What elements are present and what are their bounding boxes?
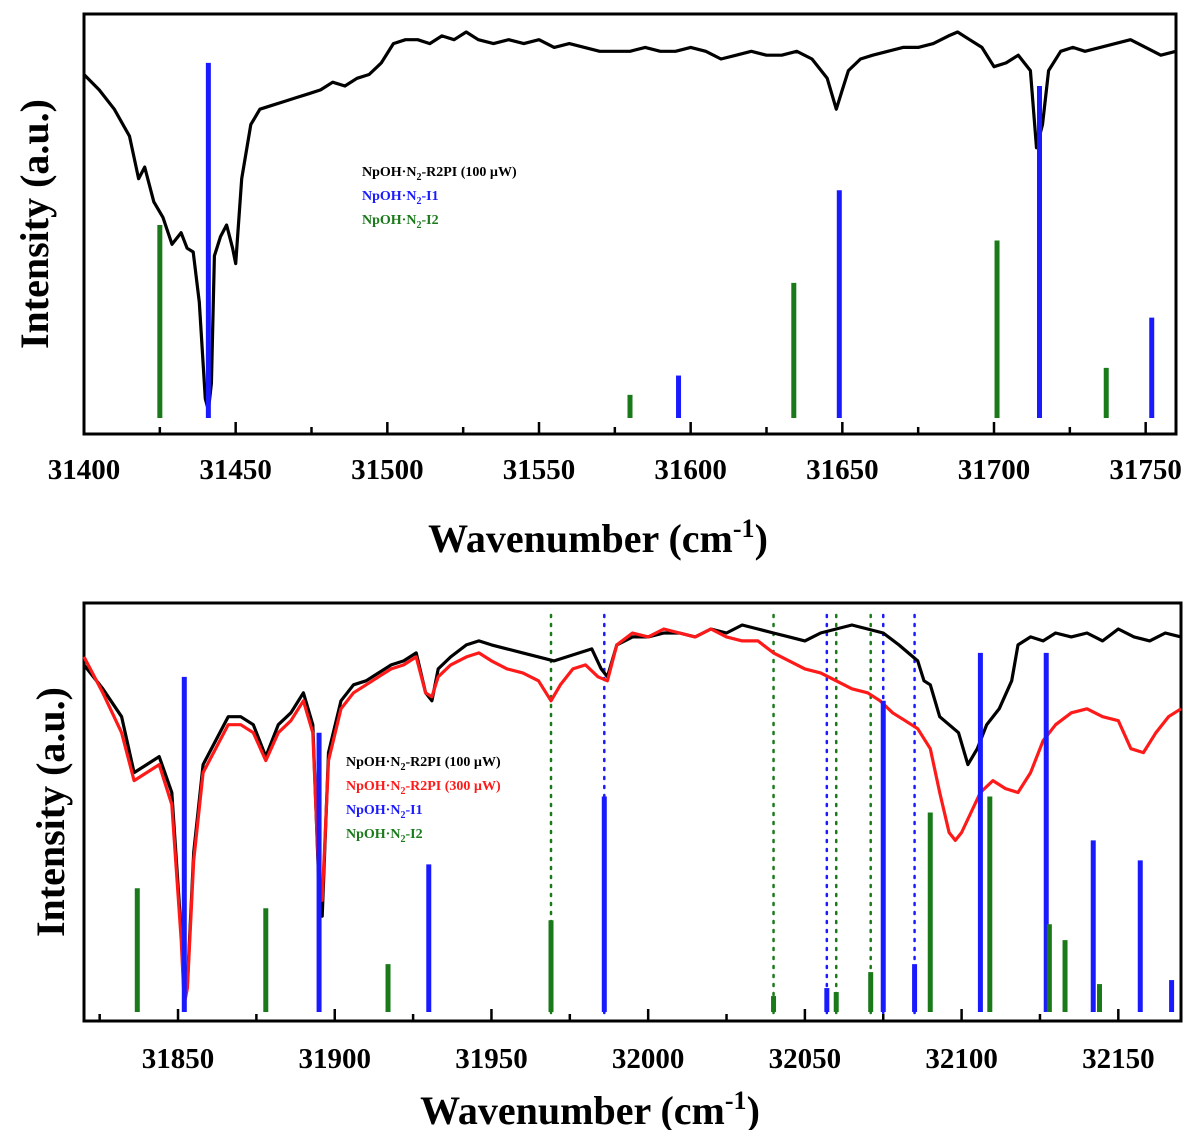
x-tick-label: 32150 [1082, 1043, 1155, 1075]
x-tick-label: 31400 [48, 454, 121, 486]
x-tick-label: 31650 [806, 454, 879, 486]
x-tick-label: 31450 [199, 454, 272, 486]
legend-entry-3: NpOH·N2-I2 [346, 827, 423, 845]
plot-frame [82, 601, 1183, 1023]
series-group [82, 30, 1177, 418]
legend-entry-2: NpOH·N2-I1 [346, 803, 423, 821]
x-tick-label: 31550 [503, 454, 576, 486]
top-spectrum-panel: 31400 31450 31500 31550 31600 31650 31700 31750… [12, 12, 1182, 561]
x-tick-label: 31950 [455, 1043, 528, 1075]
x-tick-label: 31500 [351, 454, 424, 486]
plot-frame [82, 12, 1178, 436]
spectrum-line-0 [82, 623, 1182, 1002]
x-ticks [98, 1009, 1120, 1021]
x-tick-label: 32000 [612, 1043, 685, 1075]
legend-entry-0: NpOH·N2-R2PI (100 µW) [362, 165, 517, 183]
legend-entry-1: NpOH·N2-I1 [362, 189, 439, 207]
series-group [82, 623, 1182, 1012]
legend-entry-0: NpOH·N2-R2PI (100 µW) [346, 755, 501, 773]
x-tick-labels: 31850 31900 31950 32000 32050 32100 32150 [142, 1043, 1155, 1075]
x-tick-label: 32100 [925, 1043, 998, 1075]
y-axis-title: Intensity (a.u.) [28, 687, 73, 937]
x-tick-label: 32050 [769, 1043, 842, 1075]
spectrum-line-1 [82, 627, 1182, 1006]
x-tick-label: 31600 [654, 454, 727, 486]
legend-entry-1: NpOH·N2-R2PI (300 µW) [346, 779, 501, 797]
spectrum-line-0 [82, 30, 1177, 412]
legend-entry-2: NpOH·N2-I2 [362, 213, 439, 231]
x-tick-label: 31850 [142, 1043, 215, 1075]
x-tick-labels: 31400 31450 31500 31550 31600 31650 31700 31750 [48, 454, 1182, 486]
bottom-spectrum-panel: 31850 31900 31950 32000 32050 32100 32150 Inte… [28, 601, 1183, 1130]
x-axis-title: Wavenumber (cm-1) [420, 1086, 760, 1130]
x-tick-label: 31750 [1109, 454, 1182, 486]
legend: NpOH·N2-R2PI (100 µW) NpOH·N2-R2PI (300 µ… [346, 755, 501, 845]
x-tick-label: 31700 [958, 454, 1031, 486]
x-tick-label: 31900 [298, 1043, 371, 1075]
y-axis-title: Intensity (a.u.) [12, 99, 57, 349]
legend: NpOH·N2-R2PI (100 µW) NpOH·N2-I1 NpOH·N2-I… [362, 165, 517, 231]
x-axis-title: Wavenumber (cm-1) [428, 514, 768, 561]
x-ticks [82, 422, 1147, 434]
